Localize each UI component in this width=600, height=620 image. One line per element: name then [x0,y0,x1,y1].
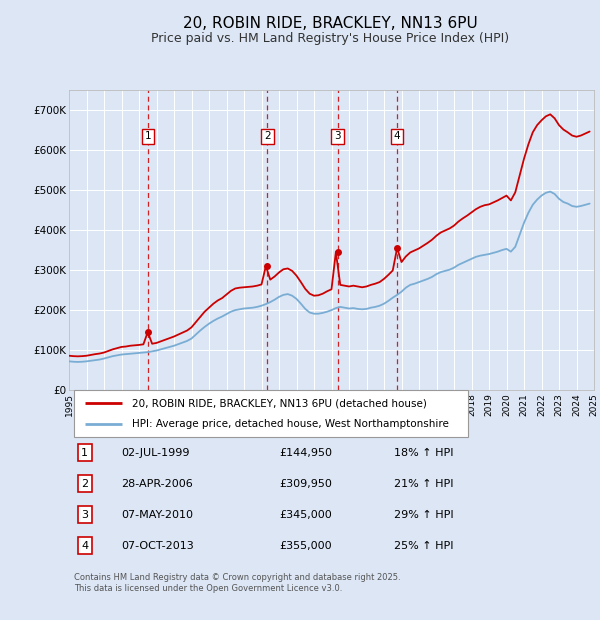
Text: 1: 1 [145,131,151,141]
Text: 2: 2 [264,131,271,141]
Text: 07-OCT-2013: 07-OCT-2013 [121,541,194,551]
Bar [74,390,468,436]
Text: 1: 1 [81,448,88,458]
Text: 4: 4 [394,131,400,141]
Text: £345,000: £345,000 [279,510,332,520]
Text: 21% ↑ HPI: 21% ↑ HPI [395,479,454,489]
Text: 29% ↑ HPI: 29% ↑ HPI [395,510,454,520]
Text: £355,000: £355,000 [279,541,332,551]
Text: HPI: Average price, detached house, West Northamptonshire: HPI: Average price, detached house, West… [132,418,449,428]
Text: Contains HM Land Registry data © Crown copyright and database right 2025.
This d: Contains HM Land Registry data © Crown c… [74,573,401,593]
Text: 25% ↑ HPI: 25% ↑ HPI [395,541,454,551]
Text: 4: 4 [81,541,88,551]
Text: £144,950: £144,950 [279,448,332,458]
Text: 2: 2 [81,479,88,489]
Text: 20, ROBIN RIDE, BRACKLEY, NN13 6PU (detached house): 20, ROBIN RIDE, BRACKLEY, NN13 6PU (deta… [132,398,427,408]
Text: 20, ROBIN RIDE, BRACKLEY, NN13 6PU: 20, ROBIN RIDE, BRACKLEY, NN13 6PU [182,16,478,30]
Text: 02-JUL-1999: 02-JUL-1999 [121,448,190,458]
Text: 18% ↑ HPI: 18% ↑ HPI [395,448,454,458]
Text: 3: 3 [334,131,341,141]
Text: £309,950: £309,950 [279,479,332,489]
Text: 07-MAY-2010: 07-MAY-2010 [121,510,193,520]
Text: Price paid vs. HM Land Registry's House Price Index (HPI): Price paid vs. HM Land Registry's House … [151,32,509,45]
Text: 28-APR-2006: 28-APR-2006 [121,479,193,489]
Text: 3: 3 [81,510,88,520]
